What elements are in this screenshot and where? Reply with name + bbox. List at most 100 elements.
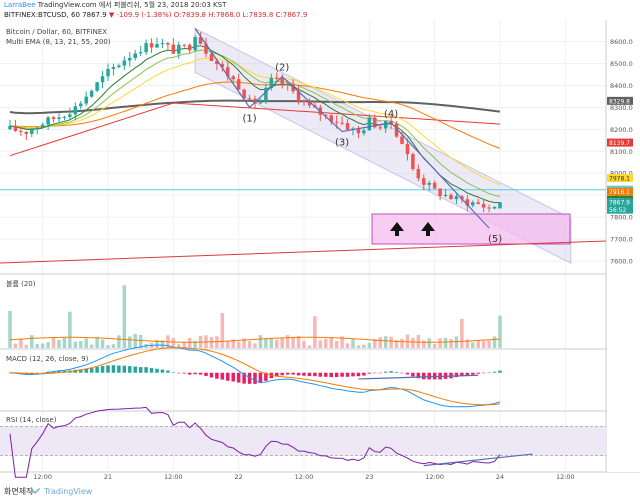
- candle-body: [465, 199, 470, 206]
- macd-histogram-bar: [171, 372, 176, 373]
- macd-line: [9, 344, 501, 408]
- candle-body: [269, 77, 274, 88]
- volume-bar: [155, 339, 159, 348]
- macd-histogram-bar: [454, 372, 459, 378]
- price-tick-label: 7900.0: [610, 192, 633, 200]
- macd-histogram-bar: [100, 366, 105, 373]
- volume-bar: [422, 340, 426, 348]
- volume-bar: [46, 342, 50, 348]
- price-tick-label: 8400.0: [610, 82, 633, 90]
- candle-body: [487, 207, 491, 209]
- candle-body: [177, 44, 181, 54]
- ema-55-line: [9, 81, 501, 149]
- volume-bar: [215, 336, 219, 348]
- volume-bar: [492, 336, 497, 348]
- macd-histogram-bar: [275, 372, 279, 377]
- volume-bar: [291, 336, 295, 348]
- brand-name[interactable]: LarraBee: [4, 1, 36, 9]
- candle-body: [471, 202, 475, 206]
- macd-histogram-bar: [187, 372, 192, 375]
- price-axis: 7600.0 7700.0 7800.0 7900.0 8000.0 8100.0 8200…: [607, 20, 640, 472]
- candle-body: [155, 44, 159, 48]
- wave-label: (1): [242, 113, 256, 124]
- axis-background: [607, 20, 640, 472]
- volume-bar: [351, 339, 355, 348]
- candle-body: [144, 43, 148, 53]
- candle-body: [79, 103, 83, 107]
- candle-body: [296, 91, 301, 102]
- price-tick-label: 7700.0: [610, 236, 633, 244]
- candle-body: [416, 168, 421, 179]
- macd-histogram-bar: [198, 372, 203, 375]
- macd-histogram-bar: [471, 372, 475, 375]
- volume-bar: [324, 338, 328, 348]
- ema-13-line: [9, 49, 501, 197]
- volume-bar: [111, 344, 116, 348]
- rsi-line: [9, 406, 501, 478]
- macd-histogram-bar: [362, 372, 366, 376]
- price-tag-label: 7978.1: [609, 176, 630, 183]
- wave-label: (2): [275, 63, 289, 74]
- rsi-divergence-line: [423, 453, 533, 467]
- macd-histogram-bar: [394, 371, 399, 373]
- footer-brand[interactable]: TradingView: [44, 487, 93, 496]
- macd-histogram-bar: [128, 366, 132, 373]
- candle-body: [204, 43, 208, 54]
- candle-body: [258, 101, 263, 104]
- macd-histogram-bar: [492, 371, 497, 373]
- candle-body: [362, 130, 366, 134]
- volume-bar: [73, 341, 78, 348]
- price-tag-label: 7867.9: [609, 200, 630, 207]
- macd-legend: MACD (12, 26, close, 9): [6, 355, 89, 363]
- macd-histogram-bar: [378, 372, 382, 374]
- candle-body: [498, 202, 502, 209]
- tradingview-logo-icon: [30, 488, 40, 495]
- volume-bar: [226, 341, 230, 348]
- macd-histogram-bar: [182, 372, 186, 374]
- header-line-1: LarraBee TradingView.com 에서 퍼블리쉬, 5월 23,…: [4, 1, 226, 10]
- macd-histogram-bar: [253, 372, 257, 384]
- pane-separators: [0, 20, 640, 473]
- volume-bar: [383, 336, 388, 348]
- candle-body: [35, 127, 39, 130]
- volume-bar: [356, 345, 361, 348]
- macd-histogram-bar: [356, 372, 361, 377]
- volume-bar: [209, 337, 214, 348]
- price-tick-label: 8300.0: [610, 104, 633, 112]
- volume-bar: [411, 337, 415, 348]
- candle-body: [334, 121, 339, 123]
- price-tag-bg: [607, 187, 633, 196]
- candle-body: [51, 117, 56, 120]
- wave-label: (5): [488, 234, 502, 245]
- volume-bar: [378, 337, 382, 348]
- pane-legends: Bitcoin / Dollar, 60, BITFINEX Multi EMA …: [6, 28, 111, 424]
- macd-histogram-bar: [280, 372, 284, 376]
- macd-histogram-bar: [111, 365, 116, 373]
- candle-body: [253, 98, 257, 104]
- macd-histogram-bar: [389, 371, 393, 373]
- volume-bar: [8, 311, 12, 348]
- macd-histogram-bar: [177, 372, 181, 374]
- candle-body: [443, 194, 448, 196]
- candle-body: [198, 37, 203, 44]
- macd-histogram-bar: [155, 368, 159, 373]
- up-arrow-icon: [390, 222, 404, 236]
- chart-canvas[interactable]: (1)(2)(3)(4)(5) 1K2K3K4K1.095K58 50.0000…: [0, 0, 640, 484]
- candle-body: [378, 127, 382, 129]
- price-tag-label: 8139.7: [609, 140, 630, 147]
- macd-histogram-bar: [160, 369, 165, 373]
- volume-bar: [302, 340, 306, 348]
- volume-bar: [498, 315, 502, 348]
- descending-channel: [194, 27, 572, 265]
- time-tick-label: 12:00: [33, 473, 52, 481]
- macd-histogram-bar: [345, 372, 350, 377]
- volume-bar: [362, 344, 366, 348]
- macd-histogram-bar: [291, 372, 295, 375]
- macd-histogram-bar: [285, 372, 290, 375]
- symbol-label[interactable]: BITFINEX:BTCUSD, 60: [4, 11, 80, 19]
- volume-bar: [24, 344, 29, 348]
- wave-label: (3): [335, 138, 349, 149]
- time-tick-label: 21: [104, 473, 112, 481]
- candle-body: [422, 178, 426, 185]
- candle-body: [117, 65, 121, 68]
